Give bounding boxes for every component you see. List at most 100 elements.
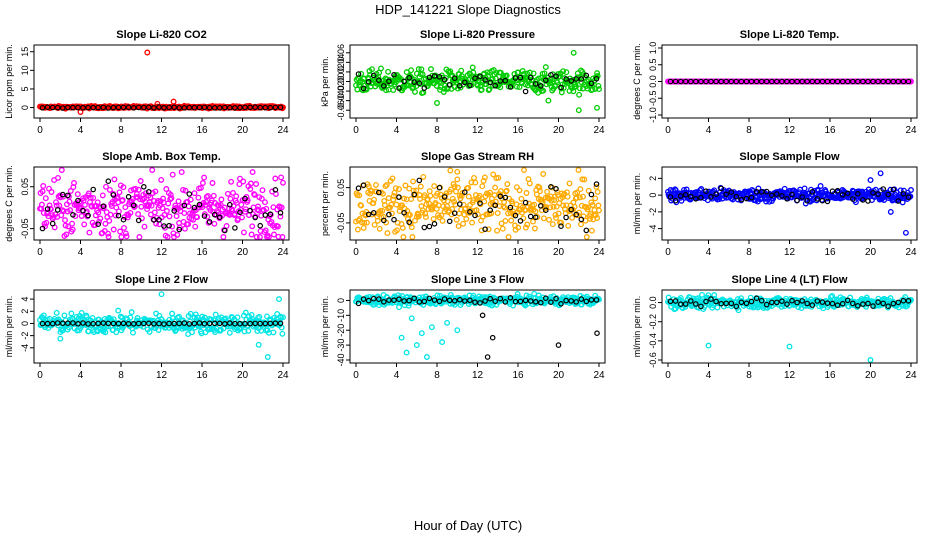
y-tick-label: -0.4	[648, 333, 658, 349]
hourly-point	[196, 320, 203, 326]
outlier-point	[545, 97, 552, 104]
hourly-point	[814, 78, 821, 85]
data-point	[564, 193, 571, 200]
data-points	[37, 167, 286, 240]
data-point	[90, 194, 97, 201]
hourly-points	[667, 78, 912, 85]
data-point	[444, 198, 451, 205]
hourly-point	[779, 193, 785, 199]
data-point	[275, 233, 282, 240]
hourly-point	[733, 193, 740, 200]
hourly-point	[375, 189, 382, 196]
hourly-point	[272, 187, 279, 193]
hourly-point	[396, 296, 402, 303]
hourly-point	[794, 197, 800, 204]
data-point	[458, 73, 465, 79]
data-point	[236, 181, 243, 188]
data-point	[422, 210, 429, 217]
hourly-point	[446, 297, 453, 304]
hourly-point	[482, 77, 488, 83]
hourly-point	[375, 296, 382, 302]
data-point	[95, 209, 102, 216]
data-point	[504, 181, 511, 188]
hourly-point	[844, 78, 851, 85]
data-point	[65, 223, 72, 230]
hourly-point	[120, 320, 127, 327]
hourly-point	[517, 218, 524, 224]
data-point	[576, 91, 583, 98]
hourly-point	[497, 78, 504, 84]
hourly-point	[70, 104, 76, 111]
data-point	[47, 206, 54, 213]
hourly-point	[262, 212, 269, 218]
hourly-point	[583, 227, 590, 234]
hourly-point	[779, 298, 785, 305]
data-point	[394, 227, 400, 234]
hourly-point	[804, 198, 811, 204]
hourly-point	[222, 227, 228, 234]
hourly-point	[181, 105, 188, 111]
data-point	[379, 207, 386, 214]
outlier-point	[444, 319, 451, 326]
hourly-point	[467, 297, 473, 304]
x-tick-label: 4	[394, 125, 400, 136]
panel-8: Slope Line 3 Flow 0 4 8 12 16 20 24 -40-30 -20 -10…	[320, 274, 606, 381]
hourly-point	[844, 190, 851, 197]
y-axis-label: degrees C per min.	[632, 43, 642, 120]
hourly-point	[166, 222, 172, 229]
data-point	[596, 86, 602, 93]
hourly-point	[247, 104, 253, 111]
hourly-point	[191, 104, 198, 111]
data-point	[516, 84, 523, 91]
hourly-point	[723, 191, 730, 198]
x-axis-label: Hour of Day (UTC)	[413, 518, 523, 533]
outlier-point	[594, 104, 600, 111]
hourly-point	[502, 77, 509, 84]
hourly-point	[814, 298, 821, 304]
data-point	[106, 217, 113, 224]
hourly-point	[885, 78, 892, 85]
data-point	[86, 229, 93, 236]
data-point	[472, 179, 479, 186]
data-point	[233, 193, 240, 200]
panel-1: Slope Li-820 CO2 0 4 8 12 16 20 24 0 5 10 15 Licor p…	[4, 29, 290, 136]
hourly-point	[532, 81, 539, 87]
data-point	[280, 179, 286, 186]
hourly-point	[692, 78, 699, 85]
data-point	[234, 314, 241, 321]
data-point	[159, 205, 166, 212]
plot-frame	[661, 166, 918, 241]
data-point	[410, 84, 417, 90]
hourly-point	[135, 217, 142, 224]
x-tick-label: 12	[472, 125, 484, 136]
hourly-point	[436, 184, 443, 191]
data-point	[185, 221, 192, 228]
data-point	[155, 197, 161, 204]
data-point	[362, 212, 369, 219]
panel-title: Slope Li-820 Temp.	[740, 29, 839, 41]
data-point	[585, 187, 592, 194]
hourly-point	[698, 78, 704, 85]
hourly-point	[507, 204, 514, 211]
y-tick-label: -0.02	[336, 81, 346, 102]
data-point	[478, 86, 485, 93]
hourly-point	[472, 299, 478, 306]
data-point	[233, 199, 240, 206]
x-tick-label: 8	[434, 370, 440, 381]
x-tick-label: 12	[784, 370, 796, 381]
hourly-point	[156, 104, 162, 110]
data-point	[163, 186, 170, 192]
data-point	[532, 208, 539, 215]
data-point	[376, 225, 383, 232]
data-point	[481, 174, 488, 181]
hourly-point	[80, 207, 86, 214]
hourly-point	[242, 320, 248, 327]
data-point	[115, 307, 122, 314]
hourly-point	[222, 104, 228, 111]
hourly-point	[176, 226, 183, 233]
hourly-point	[105, 178, 112, 185]
x-tick-label: 16	[512, 370, 524, 381]
hourly-point	[436, 74, 443, 80]
x-tick-label: 12	[156, 247, 168, 258]
